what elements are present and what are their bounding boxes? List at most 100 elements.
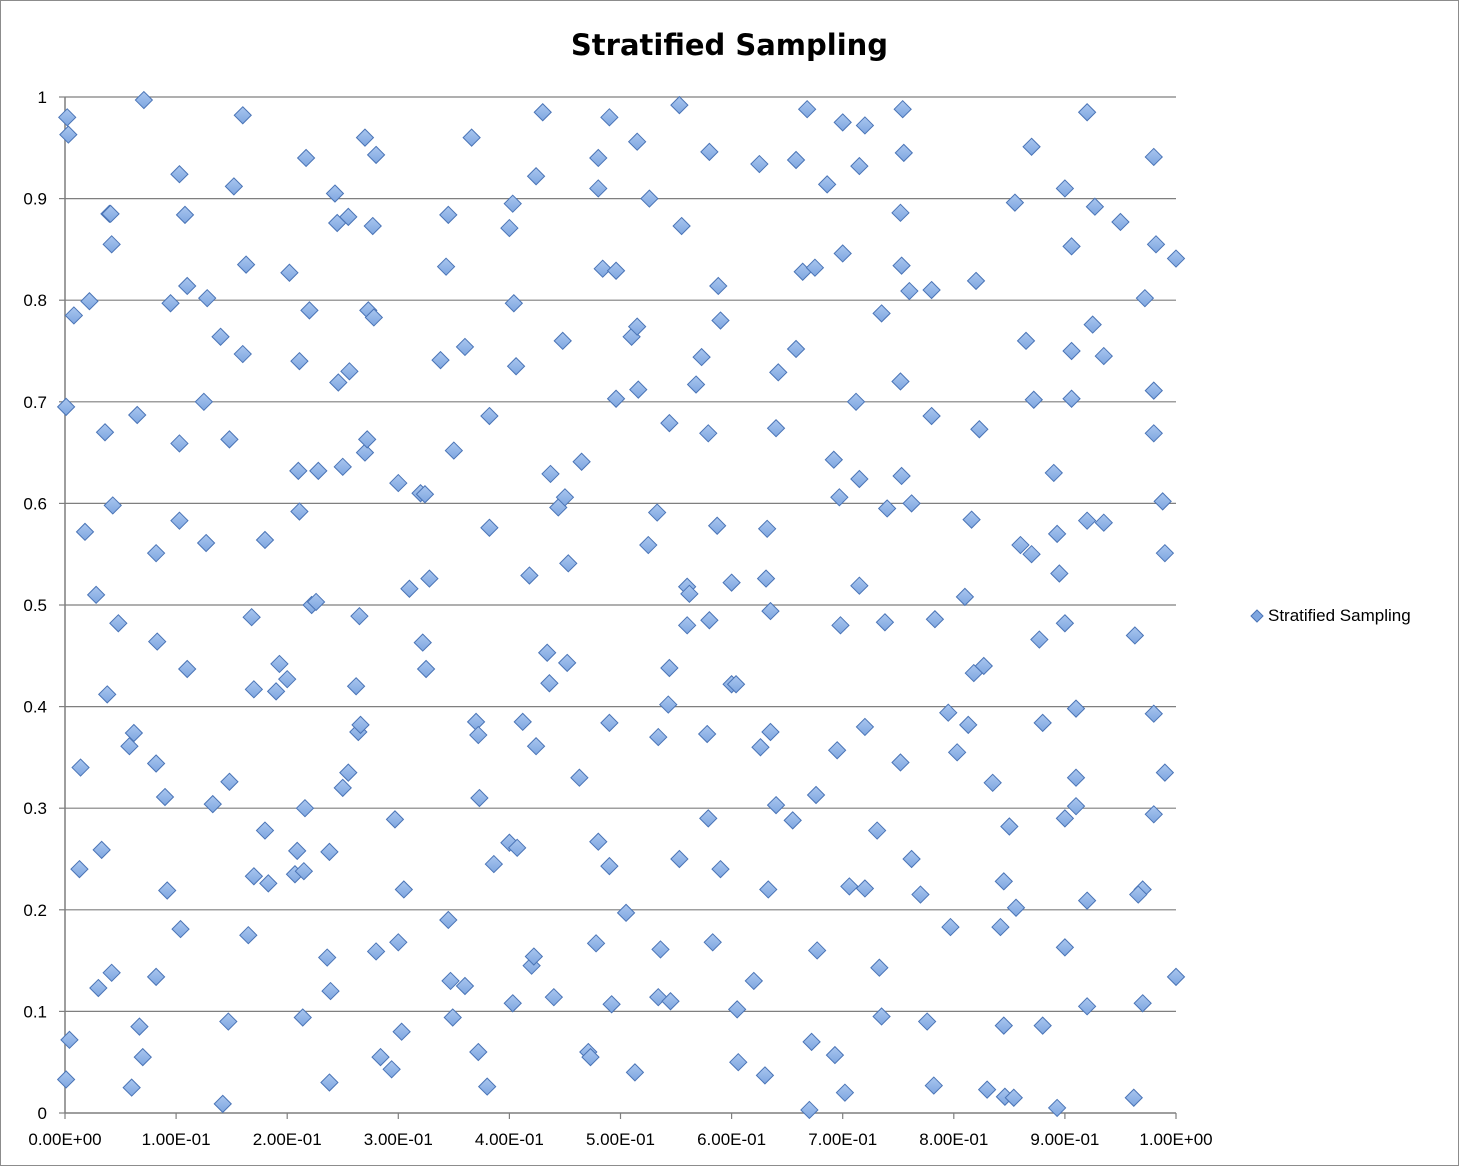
data-point xyxy=(692,347,711,367)
data-point xyxy=(385,810,405,829)
y-tick-label: 0.2 xyxy=(23,901,47,920)
data-point xyxy=(220,430,239,449)
data-point xyxy=(722,573,741,592)
data-point xyxy=(484,854,504,874)
data-point xyxy=(1005,193,1025,212)
y-tick-label: 0.7 xyxy=(23,393,47,412)
data-point xyxy=(1155,763,1175,782)
data-point xyxy=(170,434,189,453)
data-point xyxy=(726,675,746,694)
data-point xyxy=(570,768,589,787)
data-point xyxy=(707,516,727,535)
data-point xyxy=(1144,805,1163,824)
data-point xyxy=(855,879,875,898)
data-point xyxy=(203,794,222,814)
data-point xyxy=(1077,891,1097,910)
data-point xyxy=(1047,524,1067,544)
data-point xyxy=(455,976,475,996)
data-point xyxy=(699,424,718,443)
data-point xyxy=(480,518,499,537)
data-point xyxy=(670,95,689,115)
x-tick-label: 8.00E-01 xyxy=(919,1130,988,1149)
data-point xyxy=(500,218,519,238)
data-point xyxy=(677,616,697,635)
data-point xyxy=(56,397,76,417)
data-point xyxy=(198,288,217,308)
data-point xyxy=(506,357,526,376)
data-point xyxy=(92,840,111,860)
data-point xyxy=(959,715,978,735)
data-point xyxy=(477,1077,497,1096)
data-point xyxy=(102,235,121,254)
data-point xyxy=(294,861,314,881)
data-point xyxy=(355,443,375,462)
data-point xyxy=(850,576,869,595)
data-point xyxy=(317,948,337,967)
data-point xyxy=(469,725,488,745)
data-point xyxy=(786,150,806,170)
data-point xyxy=(470,788,489,808)
data-point xyxy=(850,156,869,176)
data-point xyxy=(340,362,359,381)
data-point xyxy=(1022,544,1041,564)
data-point xyxy=(600,856,619,876)
data-point xyxy=(103,496,122,515)
data-point xyxy=(1055,938,1075,957)
data-point xyxy=(970,420,989,439)
data-point xyxy=(783,811,802,830)
data-point xyxy=(1146,235,1166,254)
data-point xyxy=(994,1016,1014,1035)
data-point xyxy=(146,543,166,563)
data-point xyxy=(259,874,278,893)
data-point xyxy=(290,502,309,521)
data-point xyxy=(891,753,910,772)
data-point xyxy=(148,632,167,651)
data-point xyxy=(833,113,852,132)
data-point xyxy=(559,554,578,573)
data-point xyxy=(309,461,328,481)
y-tick-label: 0.4 xyxy=(23,698,47,717)
x-tick-label: 6.00E-01 xyxy=(697,1130,766,1149)
data-point xyxy=(1000,817,1019,836)
data-point xyxy=(1144,147,1163,167)
data-point xyxy=(629,380,648,399)
data-point xyxy=(350,606,369,626)
data-point xyxy=(966,271,986,291)
data-point xyxy=(925,610,945,629)
data-point xyxy=(171,919,190,939)
data-point xyxy=(1077,997,1097,1016)
data-point xyxy=(924,1076,944,1095)
data-point xyxy=(355,128,375,147)
data-point xyxy=(80,292,99,311)
y-tick-label: 0.5 xyxy=(23,596,47,615)
data-point xyxy=(709,276,728,296)
data-point xyxy=(1033,713,1052,733)
data-point xyxy=(661,992,680,1011)
data-point xyxy=(593,259,612,278)
data-point xyxy=(600,713,619,733)
data-point xyxy=(831,616,850,635)
data-point xyxy=(290,351,309,371)
data-point xyxy=(503,994,522,1013)
data-point xyxy=(911,885,930,904)
y-tick-label: 0.9 xyxy=(23,190,47,209)
data-point xyxy=(680,584,699,604)
data-point xyxy=(962,510,981,529)
data-point xyxy=(867,821,887,840)
data-point xyxy=(533,103,552,122)
data-point xyxy=(293,1008,312,1027)
data-point xyxy=(846,392,866,412)
data-point xyxy=(697,724,717,744)
data-point xyxy=(364,308,384,327)
y-tick-label: 1 xyxy=(38,88,47,107)
legend: Stratified Sampling xyxy=(1250,606,1411,626)
data-point xyxy=(95,423,115,442)
data-point xyxy=(941,917,960,937)
data-point xyxy=(306,592,326,612)
data-point xyxy=(541,464,560,484)
data-point xyxy=(1111,212,1130,232)
x-tick-label: 4.00E-01 xyxy=(475,1130,544,1149)
data-point xyxy=(830,488,849,507)
data-point xyxy=(600,108,619,127)
data-point xyxy=(60,1030,79,1050)
